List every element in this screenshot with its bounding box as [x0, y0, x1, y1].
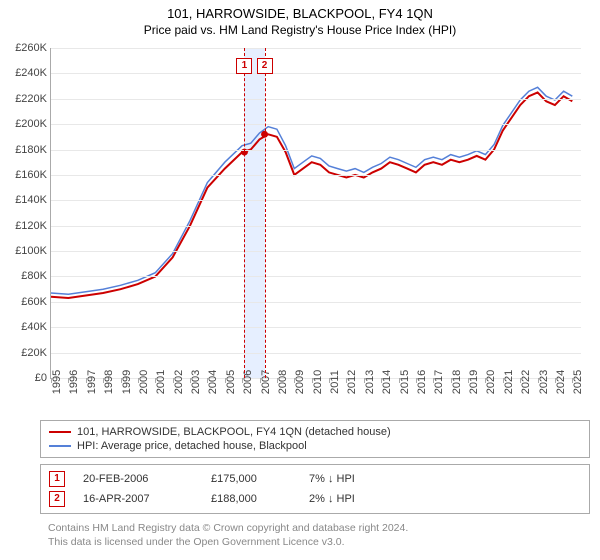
y-axis-label: £40K: [21, 321, 47, 333]
series-line: [51, 87, 572, 294]
x-axis-label: 2019: [468, 370, 480, 394]
legend-label: 101, HARROWSIDE, BLACKPOOL, FY4 1QN (det…: [77, 426, 391, 438]
sale-price: £175,000: [211, 473, 291, 485]
gridline-h: [51, 302, 581, 303]
legend-label: HPI: Average price, detached house, Blac…: [77, 440, 307, 452]
x-axis-label: 2011: [329, 370, 341, 394]
x-axis-label: 2012: [346, 370, 358, 394]
legend-box: 101, HARROWSIDE, BLACKPOOL, FY4 1QN (det…: [40, 420, 590, 458]
sale-diff: 7% ↓ HPI: [309, 473, 581, 485]
y-axis-label: £100K: [15, 245, 47, 257]
x-axis-label: 2005: [225, 370, 237, 394]
x-axis-label: 2003: [190, 370, 202, 394]
sale-row: 1 20-FEB-2006 £175,000 7% ↓ HPI: [49, 469, 581, 489]
chart-container: 101, HARROWSIDE, BLACKPOOL, FY4 1QN Pric…: [0, 0, 600, 560]
x-axis-label: 1995: [51, 370, 63, 394]
gridline-h: [51, 175, 581, 176]
x-axis-label: 2024: [555, 370, 567, 394]
legend-item: HPI: Average price, detached house, Blac…: [49, 439, 581, 453]
x-axis-label: 2013: [364, 370, 376, 394]
x-axis-label: 2022: [520, 370, 532, 394]
y-axis-label: £260K: [15, 42, 47, 54]
gridline-h: [51, 124, 581, 125]
gridline-h: [51, 276, 581, 277]
y-axis-label: £120K: [15, 220, 47, 232]
sale-row: 2 16-APR-2007 £188,000 2% ↓ HPI: [49, 489, 581, 509]
y-axis-label: £80K: [21, 270, 47, 282]
x-axis-label: 2023: [538, 370, 550, 394]
sale-diff: 2% ↓ HPI: [309, 493, 581, 505]
x-axis-label: 1997: [86, 370, 98, 394]
gridline-h: [51, 226, 581, 227]
x-axis-label: 1998: [103, 370, 115, 394]
license-line-2: This data is licensed under the Open Gov…: [48, 536, 582, 550]
x-axis-label: 2004: [207, 370, 219, 394]
x-axis-label: 2016: [416, 370, 428, 394]
plot-area: £0£20K£40K£60K£80K£100K£120K£140K£160K£1…: [50, 48, 581, 379]
sale-price: £188,000: [211, 493, 291, 505]
gridline-h: [51, 73, 581, 74]
chart-title: 101, HARROWSIDE, BLACKPOOL, FY4 1QN: [0, 0, 600, 21]
x-axis-label: 2015: [399, 370, 411, 394]
x-axis-label: 1999: [121, 370, 133, 394]
x-axis-label: 2010: [312, 370, 324, 394]
sale-marker-line: [265, 48, 266, 378]
gridline-h: [51, 99, 581, 100]
y-axis-label: £0: [35, 372, 47, 384]
sale-marker-box: 1: [236, 58, 252, 74]
gridline-h: [51, 251, 581, 252]
gridline-h: [51, 327, 581, 328]
x-axis-label: 2002: [173, 370, 185, 394]
line-series-svg: [51, 48, 581, 378]
license-line-1: Contains HM Land Registry data © Crown c…: [48, 522, 582, 536]
y-axis-label: £140K: [15, 194, 47, 206]
sale-date: 20-FEB-2006: [83, 473, 193, 485]
y-axis-label: £160K: [15, 169, 47, 181]
x-axis-label: 2018: [451, 370, 463, 394]
legend-swatch: [49, 445, 71, 447]
x-axis-label: 2014: [381, 370, 393, 394]
x-axis-label: 2009: [294, 370, 306, 394]
sales-box: 1 20-FEB-2006 £175,000 7% ↓ HPI 2 16-APR-2007…: [40, 464, 590, 514]
x-axis-label: 2001: [155, 370, 167, 394]
sale-row-marker: 2: [49, 491, 65, 507]
y-axis-label: £20K: [21, 347, 47, 359]
x-axis-label: 2017: [433, 370, 445, 394]
x-axis-label: 1996: [68, 370, 80, 394]
license-text: Contains HM Land Registry data © Crown c…: [40, 518, 590, 553]
y-axis-label: £60K: [21, 296, 47, 308]
x-axis-label: 2025: [572, 370, 584, 394]
sale-row-marker: 1: [49, 471, 65, 487]
sale-date: 16-APR-2007: [83, 493, 193, 505]
y-axis-label: £180K: [15, 144, 47, 156]
y-axis-label: £200K: [15, 118, 47, 130]
gridline-h: [51, 200, 581, 201]
legend-swatch: [49, 431, 71, 433]
x-axis-label: 2021: [503, 370, 515, 394]
gridline-h: [51, 48, 581, 49]
legend-item: 101, HARROWSIDE, BLACKPOOL, FY4 1QN (det…: [49, 425, 581, 439]
sale-marker-line: [244, 48, 245, 378]
y-axis-label: £240K: [15, 67, 47, 79]
sale-marker-box: 2: [257, 58, 273, 74]
gridline-h: [51, 150, 581, 151]
x-axis-label: 2020: [485, 370, 497, 394]
gridline-h: [51, 353, 581, 354]
x-axis-label: 2000: [138, 370, 150, 394]
y-axis-label: £220K: [15, 93, 47, 105]
chart-subtitle: Price paid vs. HM Land Registry's House …: [0, 21, 600, 41]
x-axis-label: 2008: [277, 370, 289, 394]
